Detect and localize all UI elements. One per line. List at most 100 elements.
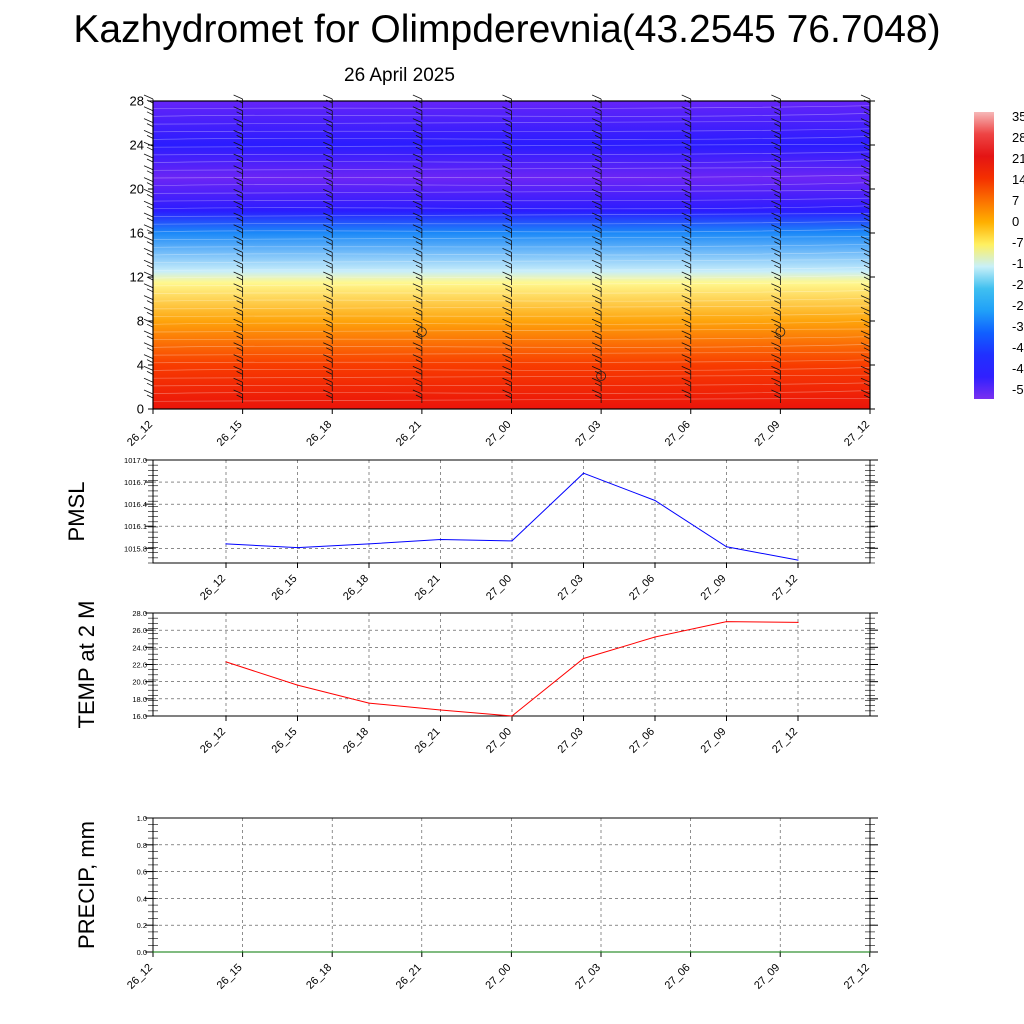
colorbar-label: 0 [1012,214,1019,229]
wind-barb-flag [681,212,691,218]
y-tick-label: 1016.7 [124,478,147,487]
wind-barb-flag [774,194,781,198]
wind-barb-flag [502,318,512,324]
wind-barb-flag [233,248,243,253]
wind-barb-flag [863,394,871,399]
wind-barb-flag [415,288,423,293]
wind-barb-flag [502,212,512,218]
wind-barb-flag [146,323,154,328]
wind-barb-flag [594,229,602,234]
wind-barb-flag [771,118,781,123]
colorbar-label: -4 [1012,340,1024,355]
wind-barb-flag [684,394,691,399]
wind-barb-flag [415,371,423,375]
calm-wind-marker [416,327,427,337]
wind-barb-flag [146,394,154,399]
wind-barb-flag [323,389,333,395]
wind-barb-flag [771,366,781,371]
wind-barb-flag [415,394,423,399]
wind-barb-flag [505,394,512,399]
y-tick-label: 22.0 [132,661,147,670]
wind-barb-flag [863,382,871,387]
wind-barb-flag [594,217,602,222]
wind-barb-flag [684,146,691,151]
wind-barb-flag [143,153,154,159]
wind-barb-flag [684,323,691,328]
wind-barb-flag [771,212,781,218]
wind-barb-flag [236,229,243,234]
wind-barb-flag [233,377,243,383]
wind-barb-flag [146,347,154,352]
calm-wind-marker [596,371,607,381]
wind-barb-flag [863,371,871,375]
y-axis-label: TEMP at 2 M [74,601,99,729]
wind-barb-flag [415,111,423,116]
wind-barb-flag [143,295,154,300]
wind-barb-flag [774,382,781,387]
contour-line [152,228,871,233]
y-tick-label: 28.0 [132,609,147,618]
wind-barb-flag [236,205,243,210]
x-tick-label: 27_09 [752,419,782,449]
wind-barb-flag [236,253,243,257]
data-point [242,951,244,953]
wind-barb-flag [326,394,333,399]
wind-barb-flag [594,205,602,210]
contour-line [152,313,871,317]
wind-barb-flag [681,153,691,159]
colorbar-label: 35 [1012,109,1024,124]
wind-barb-flag [774,205,781,210]
wind-barb-flag [681,307,691,312]
wind-barb-flag [774,229,781,234]
wind-barb-flag [236,158,243,163]
wind-barb-flag [143,118,154,123]
wind-barb-flag [681,189,691,194]
wind-barb-flag [771,318,781,324]
temp-2m-panel: 16.0 18.0 20.0 22.0 24.0 26.0 28.0 26_12 26_15 26… [74,601,878,756]
wind-barb-flag [591,354,602,359]
data-point [152,951,154,953]
wind-barb-flag [412,295,423,300]
wind-barb-flag [863,146,871,151]
wind-barb-flag [146,194,154,198]
wind-barb-flag [594,300,602,304]
wind-barb-flag [684,158,691,163]
wind-barb-flag [684,276,691,281]
wind-barb-flag [591,212,602,218]
wind-barb-flag [681,295,691,300]
wind-barb-flag [591,389,602,395]
wind-barb-flag [415,170,423,175]
wind-barb-flag [323,342,333,348]
wind-barb-flag [233,283,243,289]
y-tick-label: 8 [137,314,144,329]
wind-barb-flag [594,382,602,387]
wind-barb-flag [146,288,154,293]
wind-barb-flag [860,141,871,147]
wind-barb-flag [863,347,871,352]
wind-barb-flag [681,165,691,171]
wind-barb-flag [146,335,154,340]
y-tick-label: 20.0 [132,678,147,687]
wind-barb-flag [863,205,871,210]
y-tick-label: 1015.8 [124,544,147,553]
wind-barb-flag [143,354,154,359]
wind-barb-flag [860,377,871,383]
wind-barb-flag [594,288,602,293]
colorbar-label: 28 [1012,130,1024,145]
wind-barb-flag [684,194,691,198]
wind-barb-flag [502,330,512,336]
wind-barb-flag [860,389,871,395]
wind-barb-flag [681,283,691,289]
wind-barb-flag [505,288,512,293]
data-point [690,951,692,953]
wind-barb-flag [323,224,333,230]
wind-barb-flag [233,212,243,218]
y-axis-label: PRECIP, mm [74,821,99,949]
wind-barb-flag [502,224,512,230]
wind-barb-flag [233,200,243,206]
wind-barb-flag [771,307,781,312]
wind-barb-flag [236,347,243,352]
wind-barb-flag [684,229,691,234]
wind-barb-flag [323,141,333,147]
